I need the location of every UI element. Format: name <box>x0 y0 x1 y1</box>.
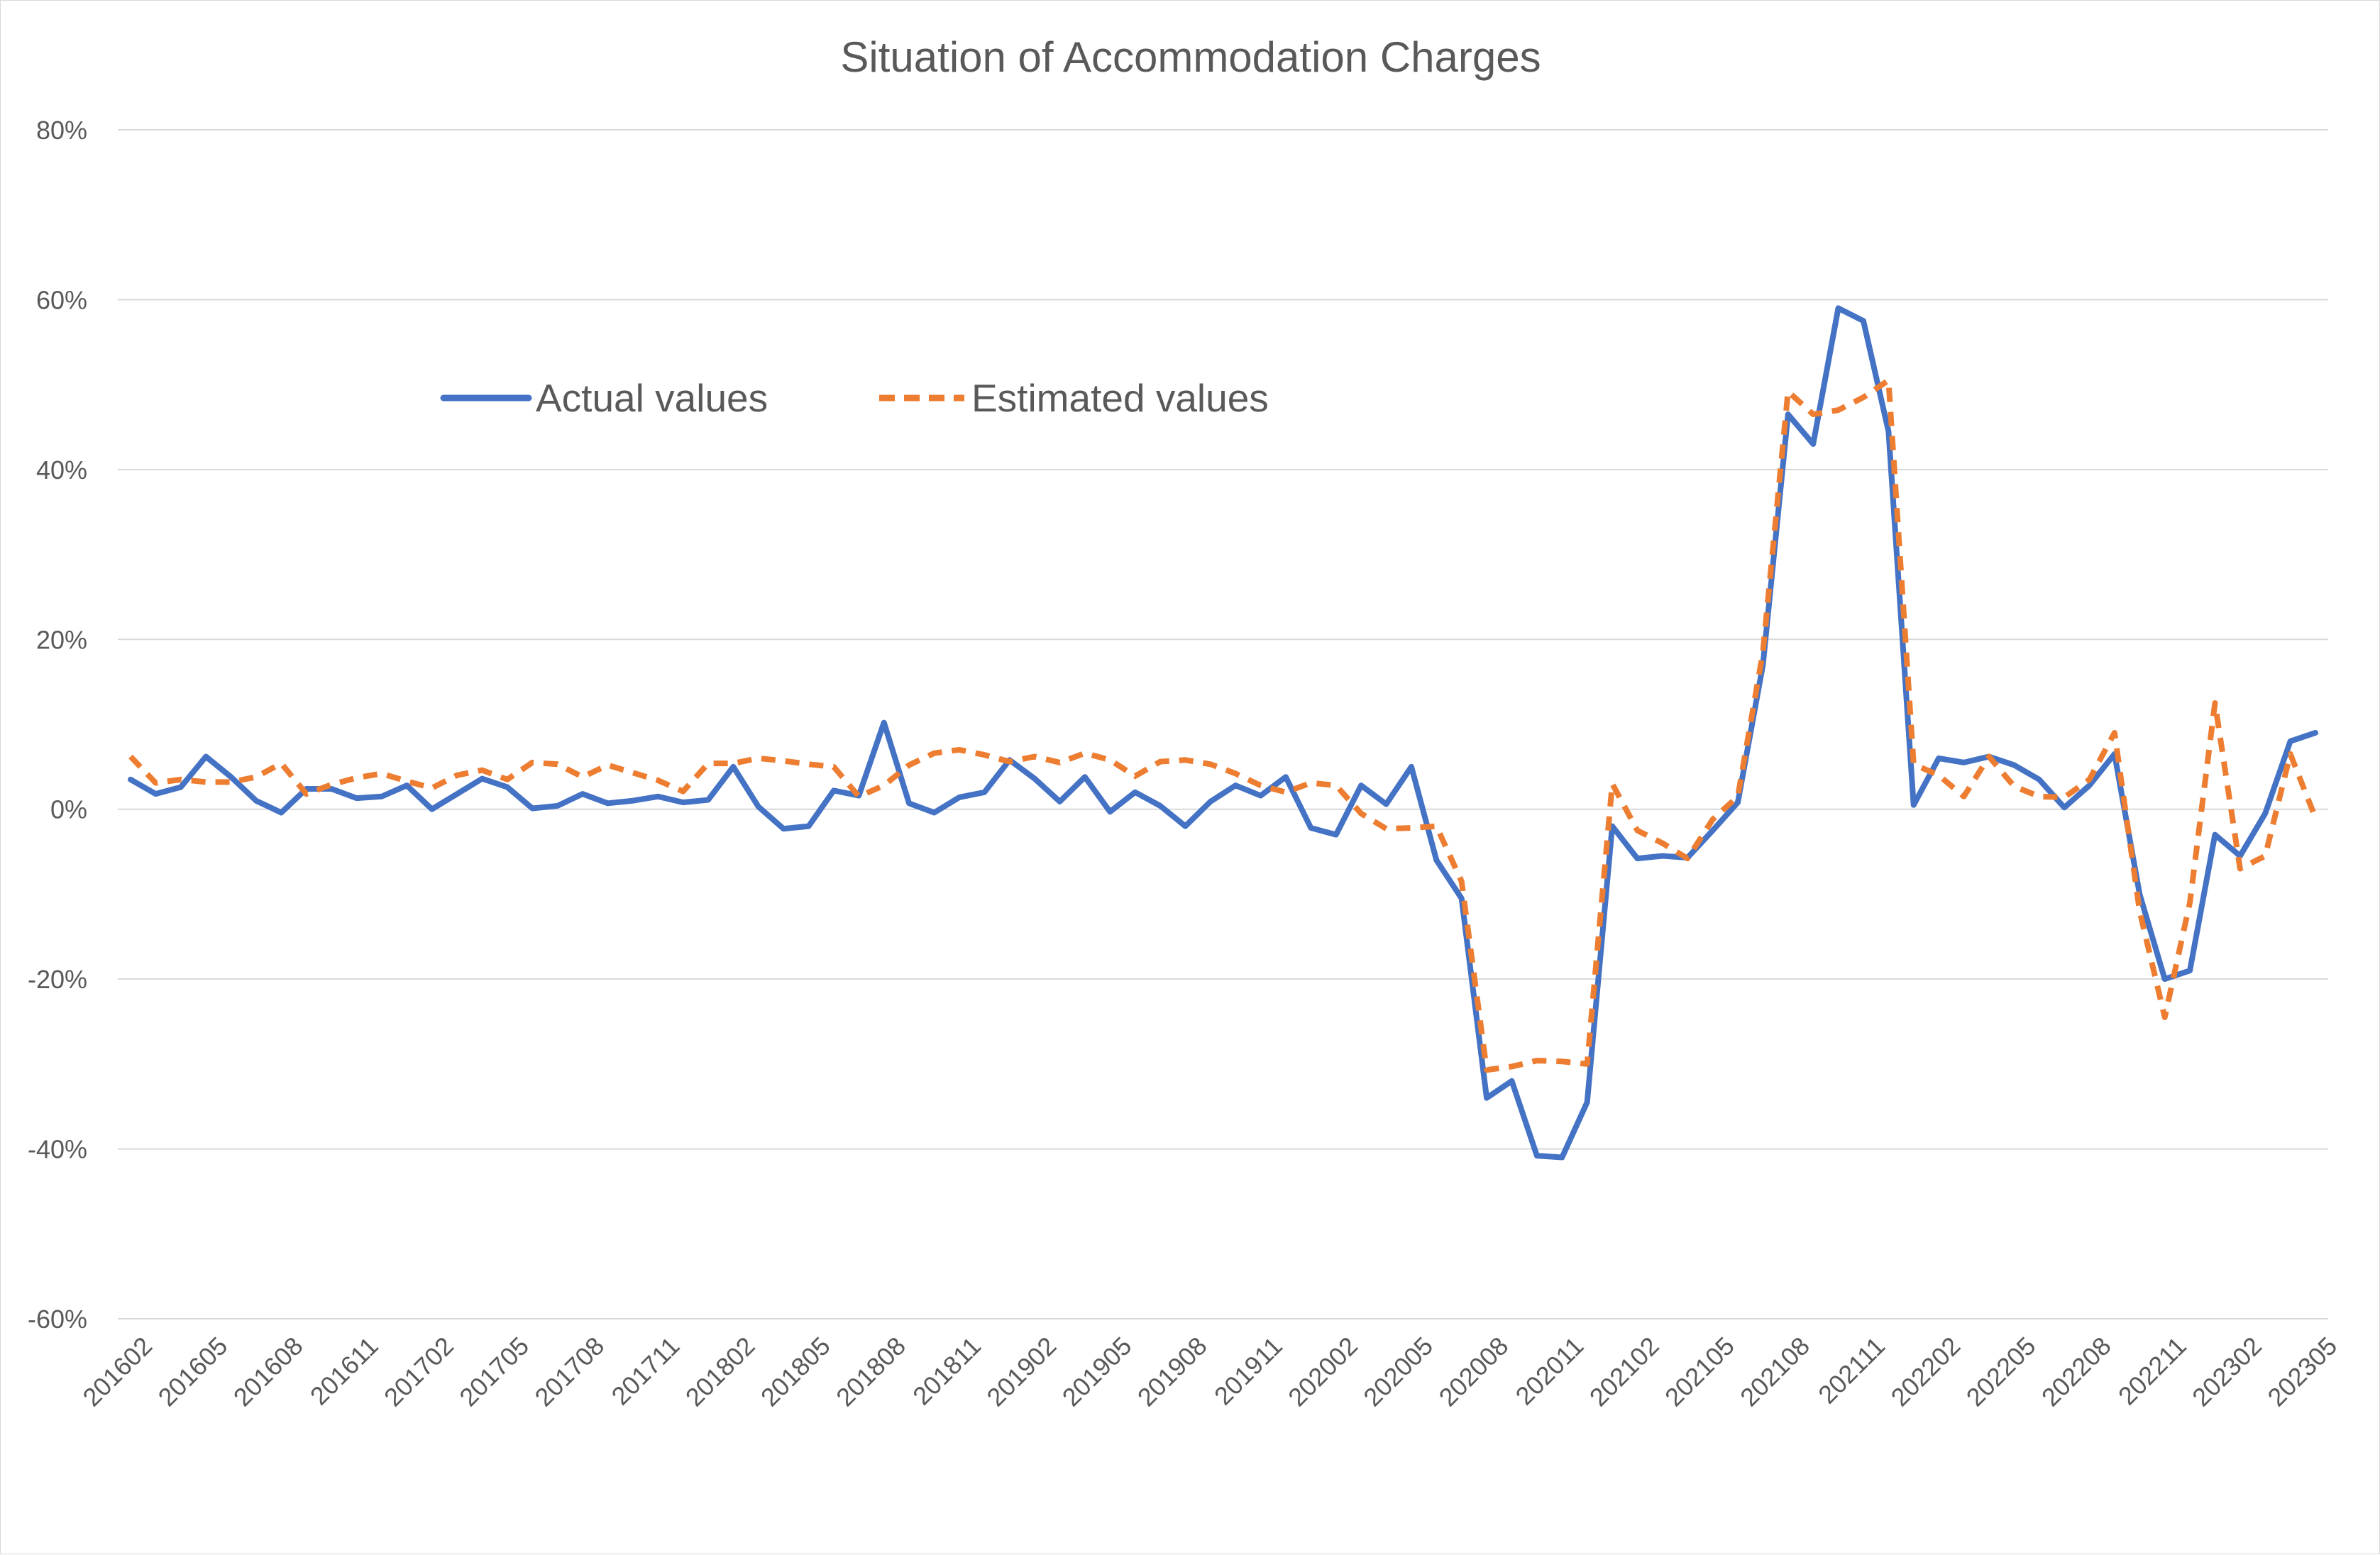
x-tick-label: 201902 <box>981 1331 1062 1412</box>
x-tick-label: 201708 <box>529 1331 610 1412</box>
x-tick-label: 201608 <box>228 1331 309 1412</box>
legend-label-actual: Actual values <box>536 376 768 420</box>
x-tick-label: 201711 <box>605 1331 685 1410</box>
x-tick-label: 201611 <box>304 1331 384 1410</box>
x-tick-label: 202202 <box>1885 1331 1966 1412</box>
x-tick-label: 202008 <box>1433 1331 1514 1412</box>
y-tick-label: 20% <box>36 625 87 654</box>
legend: Actual values Estimated values <box>440 376 1269 420</box>
x-tick-label: 201808 <box>830 1331 911 1412</box>
x-tick-label: 201605 <box>153 1331 233 1412</box>
x-tick-label: 202011 <box>1510 1331 1590 1410</box>
x-tick-label: 201908 <box>1132 1331 1213 1412</box>
x-tick-label: 201602 <box>77 1331 158 1412</box>
series-line-estimated <box>128 377 2318 1073</box>
gridlines <box>118 129 2328 1319</box>
x-tick-label: 202211 <box>2112 1331 2192 1410</box>
y-tick-label: 40% <box>36 455 87 485</box>
x-tick-label: 202111 <box>1812 1331 1890 1409</box>
y-tick-label: -60% <box>28 1305 87 1334</box>
x-tick-label: 201811 <box>907 1331 986 1410</box>
x-tick-label: 202002 <box>1282 1331 1363 1412</box>
y-tick-label: -40% <box>28 1135 87 1164</box>
series-lines <box>128 305 2318 1161</box>
x-tick-label: 202302 <box>2186 1331 2267 1412</box>
x-tick-label: 201805 <box>755 1331 836 1412</box>
y-tick-label: 80% <box>36 116 87 145</box>
y-tick-label: 60% <box>36 285 87 314</box>
x-tick-label: 202108 <box>1734 1331 1815 1412</box>
series-line-actual <box>128 305 2318 1161</box>
x-tick-label: 202205 <box>1961 1331 2042 1412</box>
x-tick-label: 202208 <box>2036 1331 2117 1412</box>
x-tick-label: 201705 <box>453 1331 534 1412</box>
x-tick-label: 202102 <box>1584 1331 1665 1412</box>
x-tick-label: 201911 <box>1208 1331 1288 1410</box>
y-tick-label: 0% <box>50 795 87 824</box>
x-tick-label: 202005 <box>1357 1331 1438 1412</box>
legend-label-estimated: Estimated values <box>971 376 1269 420</box>
x-tick-label: 202305 <box>2261 1331 2342 1412</box>
y-tick-label: -20% <box>28 965 87 994</box>
x-tick-label: 201702 <box>378 1331 459 1412</box>
x-tick-label: 202105 <box>1659 1331 1740 1412</box>
x-axis-tick-labels: 2016022016052016082016112017022017052017… <box>77 1331 2342 1412</box>
x-tick-label: 201802 <box>680 1331 761 1412</box>
y-axis-tick-labels: -60% -40% -20% 0% 20% 40% 60% 80% <box>28 116 87 1334</box>
x-tick-label: 201905 <box>1057 1331 1137 1412</box>
chart-title: Situation of Accommodation Charges <box>840 33 1541 81</box>
